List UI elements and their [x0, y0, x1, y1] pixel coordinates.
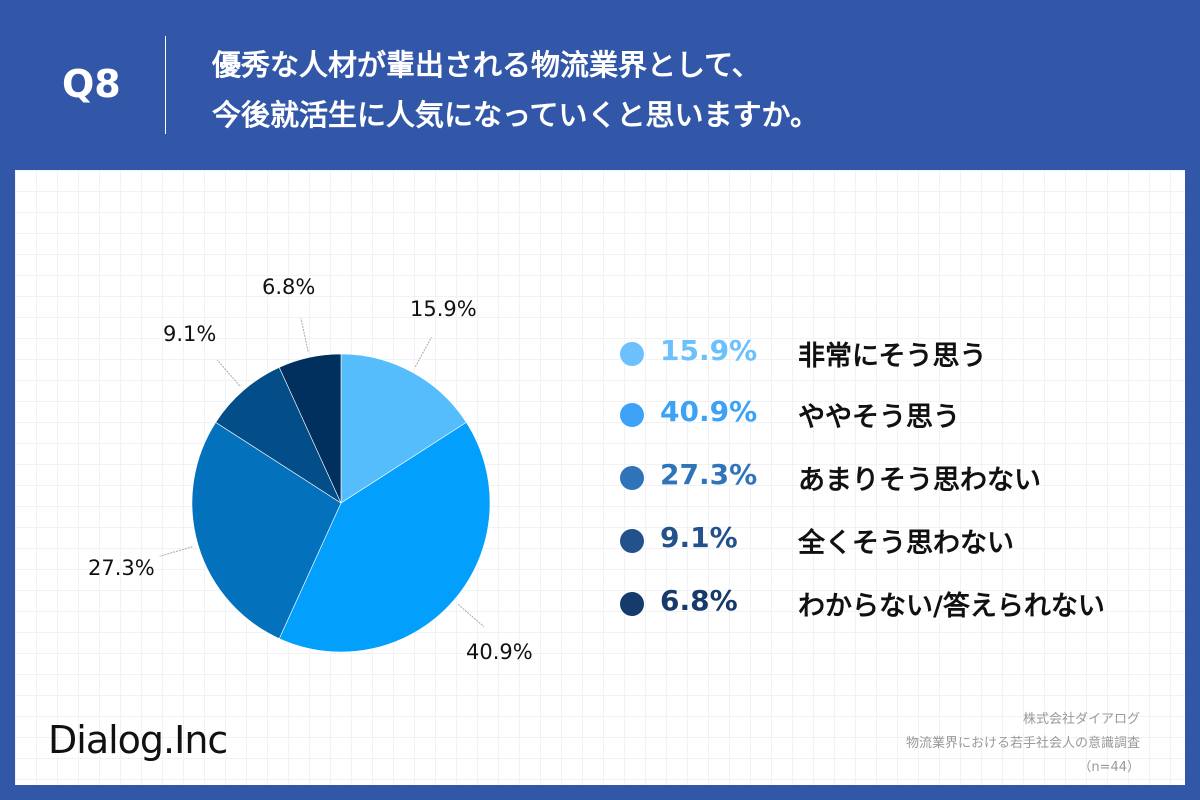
question-title: 優秀な人材が輩出される物流業界として、 今後就活生に人気になっていくと思いますか… — [212, 40, 819, 140]
pie-label-5: 6.8% — [262, 275, 316, 299]
pie-slice — [278, 421, 491, 653]
header: Q8 優秀な人材が輩出される物流業界として、 今後就活生に人気になっていくと思い… — [0, 0, 1200, 170]
legend-item: 6.8% わからない/答えられない — [620, 584, 1160, 624]
sample-size: （n=44） — [1078, 760, 1140, 775]
leader-line — [216, 359, 240, 387]
header-divider — [165, 36, 166, 134]
pie-slices — [191, 353, 491, 653]
legend-item: 9.1% 全くそう思わない — [620, 521, 1160, 561]
leader-line — [300, 318, 309, 352]
source-company: 株式会社ダイアログ — [1022, 712, 1140, 727]
legend-swatch-icon — [620, 529, 644, 553]
legend-percent: 27.3% — [660, 458, 758, 491]
legend-swatch-icon — [620, 403, 644, 427]
legend-swatch-icon — [620, 592, 644, 616]
pie-slice — [340, 353, 467, 504]
legend-label: 全くそう思わない — [798, 528, 1014, 559]
legend-percent: 15.9% — [660, 334, 758, 367]
pie-leader-lines — [159, 318, 485, 628]
legend-item: 27.3% あまりそう思わない — [620, 458, 1160, 498]
leader-line — [414, 336, 432, 368]
question-number: Q8 — [62, 62, 121, 106]
pie-slice — [215, 366, 342, 504]
pie-label-3: 27.3% — [88, 556, 155, 580]
legend-label: あまりそう思わない — [798, 465, 1041, 496]
question-title-line-1: 優秀な人材が輩出される物流業界として、 — [212, 48, 761, 82]
legend-label: 非常にそう思う — [798, 341, 987, 372]
pie-label-1: 15.9% — [410, 297, 477, 321]
pie-label-4: 9.1% — [163, 322, 217, 346]
leader-line — [159, 546, 193, 557]
legend-swatch-icon — [620, 466, 644, 490]
legend-label: わからない/答えられない — [798, 591, 1105, 622]
pie-slice — [191, 421, 342, 640]
legend-label: ややそう思う — [798, 402, 960, 433]
company-logo: Dialog.Inc — [48, 718, 228, 762]
legend-percent: 9.1% — [660, 521, 738, 554]
source-survey: 物流業界における若手社会人の意識調査 — [905, 736, 1140, 751]
question-title-line-2: 今後就活生に人気になっていくと思いますか。 — [212, 98, 819, 132]
pie-slice — [278, 353, 342, 504]
leader-line — [457, 604, 485, 628]
source-note: 株式会社ダイアログ 物流業界における若手社会人の意識調査 （n=44） — [906, 708, 1140, 780]
pie-label-2: 40.9% — [466, 640, 533, 664]
legend-swatch-icon — [620, 342, 644, 366]
legend-item: 15.9% 非常にそう思う — [620, 334, 1160, 374]
legend-percent: 40.9% — [660, 395, 758, 428]
legend-item: 40.9% ややそう思う — [620, 395, 1160, 435]
legend-percent: 6.8% — [660, 584, 738, 617]
